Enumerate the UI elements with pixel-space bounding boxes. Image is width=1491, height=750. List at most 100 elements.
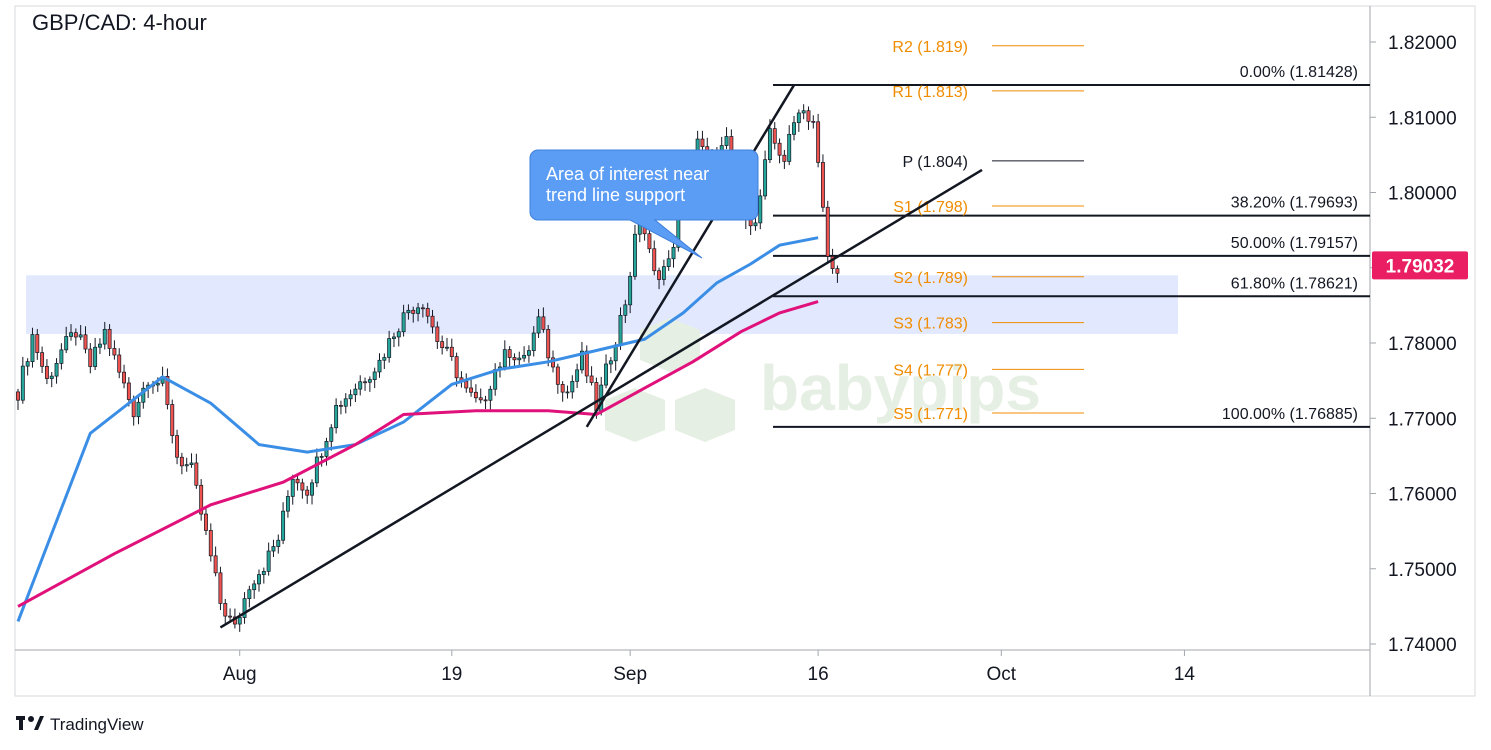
price-tag-box — [1372, 251, 1468, 280]
candle — [290, 474, 295, 505]
candle-body — [285, 496, 290, 512]
candle-body — [724, 136, 729, 146]
candle — [401, 304, 406, 337]
candle — [73, 328, 78, 346]
tradingview-branding[interactable]: TradingView — [16, 715, 144, 734]
candle-body — [170, 404, 175, 436]
candle — [30, 327, 35, 368]
candle-body — [652, 248, 657, 272]
candle — [367, 376, 372, 392]
candle — [565, 385, 570, 399]
fib-label: 38.20% (1.79693) — [1231, 195, 1358, 212]
candle — [20, 356, 25, 404]
candle-body — [536, 316, 541, 334]
candle — [78, 325, 83, 341]
candle — [806, 106, 811, 130]
candle-body — [290, 478, 295, 497]
candle — [319, 453, 324, 467]
candle-body — [835, 268, 840, 274]
candle-body — [618, 314, 623, 346]
candle-body — [526, 350, 531, 356]
candle-body — [102, 328, 107, 345]
candle-body — [671, 246, 676, 260]
candle — [179, 452, 184, 475]
candle — [700, 130, 705, 152]
candle-body — [517, 357, 522, 361]
candle — [49, 371, 54, 388]
candle — [25, 358, 30, 376]
candle — [228, 608, 233, 623]
candle-body — [633, 233, 637, 277]
candle — [285, 490, 290, 518]
chart-title: GBP/CAD: 4-hour — [32, 10, 207, 35]
candle — [526, 345, 531, 363]
y-tick-label: 1.77000 — [1388, 409, 1457, 430]
candle — [657, 267, 662, 290]
price-tag-value: 1.79032 — [1386, 256, 1455, 277]
candle-body — [816, 121, 821, 163]
candle-body — [623, 304, 628, 316]
candle-body — [310, 482, 314, 496]
candle — [541, 307, 546, 333]
candle — [305, 485, 310, 504]
candle-body — [319, 456, 324, 458]
candle-body — [522, 354, 527, 359]
x-tick-label: 19 — [441, 664, 462, 685]
candle-body — [189, 462, 194, 466]
candle-body — [88, 348, 93, 367]
candle-body — [107, 328, 112, 349]
candle — [348, 389, 353, 407]
candle-body — [199, 484, 204, 515]
candle-body — [628, 275, 633, 306]
candle — [343, 393, 348, 414]
candle — [816, 113, 821, 168]
candle — [772, 122, 777, 150]
candle-body — [594, 382, 599, 412]
trend-line — [585, 84, 796, 428]
candle-body — [657, 270, 662, 280]
candle — [117, 348, 122, 379]
candle-body — [117, 354, 122, 373]
x-tick-label: 14 — [1174, 664, 1196, 685]
y-tick-label: 1.80000 — [1388, 184, 1457, 205]
candle — [488, 385, 493, 410]
fibonacci-levels: 0.00% (1.81428) 38.20% (1.79693) 50.00% (1… — [773, 64, 1370, 428]
candle — [184, 457, 189, 472]
candle-body — [184, 464, 189, 467]
watermark-text: babypips — [760, 352, 1041, 424]
candle-body — [449, 346, 454, 357]
candle-body — [488, 388, 493, 401]
candle-body — [811, 120, 816, 123]
candle-body — [194, 462, 199, 486]
candle — [329, 424, 334, 451]
y-tick-label: 1.75000 — [1388, 560, 1457, 581]
candle — [406, 304, 411, 320]
candle-body — [440, 341, 445, 349]
x-axis-ticks: Aug 19 Sep 16 Oct 14 — [223, 650, 1196, 685]
candle — [522, 346, 527, 362]
candle-body — [507, 349, 512, 358]
candle-body — [565, 391, 570, 394]
candle — [271, 539, 276, 558]
candle — [93, 337, 98, 371]
candle-body — [218, 572, 223, 604]
candle-body — [796, 112, 801, 124]
moving-average-line — [17, 300, 819, 608]
candle-body — [266, 550, 271, 572]
candle — [387, 330, 392, 363]
moving-average-line — [16, 236, 819, 622]
callout-bubble — [529, 149, 759, 259]
candle-body — [136, 401, 141, 418]
candle-body — [179, 456, 184, 467]
candle — [295, 474, 300, 491]
candle-body — [512, 357, 517, 361]
candle — [107, 324, 112, 357]
candle — [170, 399, 175, 444]
candle-body — [204, 513, 208, 531]
candle — [633, 224, 637, 280]
candle-body — [300, 482, 305, 491]
candle — [44, 359, 49, 385]
candle-body — [531, 332, 536, 351]
